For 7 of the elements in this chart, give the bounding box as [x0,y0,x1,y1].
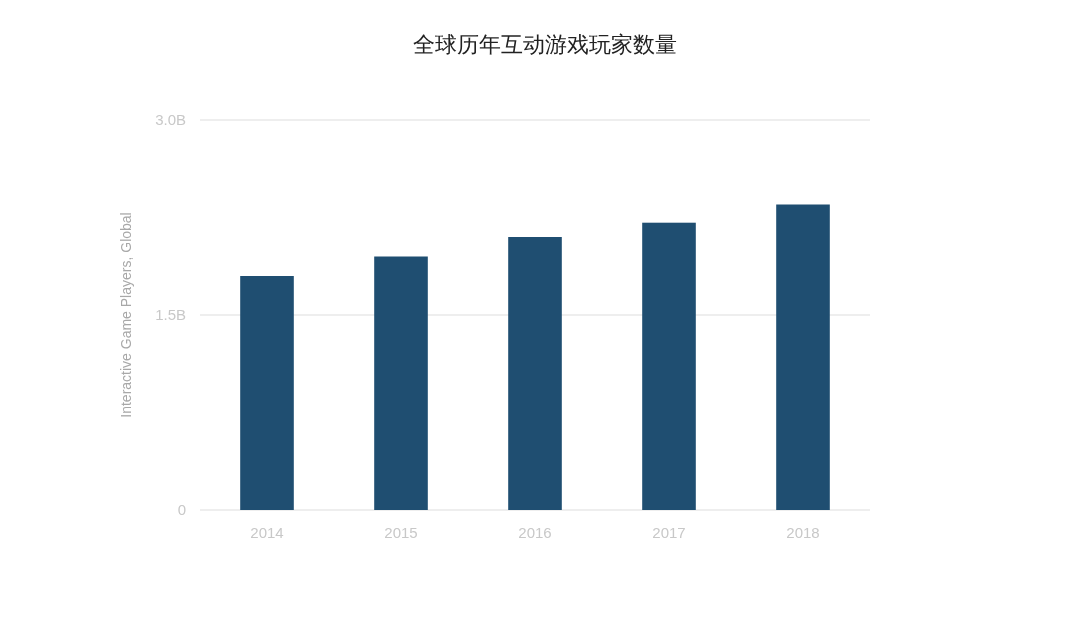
bar [374,256,428,510]
bar [642,222,696,510]
chart-title: 全球历年互动游戏玩家数量 [413,32,677,57]
bar [776,204,830,510]
bar [240,276,294,510]
bar [508,237,562,510]
y-axis-title: Interactive Game Players, Global [118,212,134,418]
